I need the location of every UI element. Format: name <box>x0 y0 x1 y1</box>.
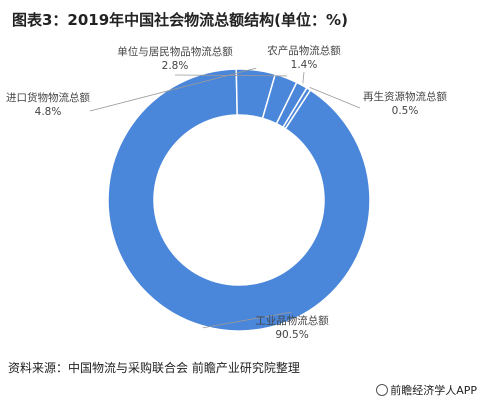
slice-recycled <box>282 86 312 130</box>
leader-line <box>202 311 293 329</box>
slice-name-label: 进口货物物流总额 <box>6 91 90 104</box>
brand-mark: 前瞻经济学人APP <box>376 382 477 398</box>
slices-group <box>107 68 371 332</box>
slice-value-label: 4.8% <box>35 106 62 118</box>
leader-line <box>309 86 361 109</box>
slice-name-label: 工业品物流总额 <box>255 314 329 327</box>
slice-industrial <box>107 68 371 332</box>
slice-value-label: 90.5% <box>275 329 308 341</box>
slice-value-label: 1.4% <box>291 59 318 71</box>
labels-group: 工业品物流总额 90.5% 进口货物物流总额 4.8% 单位与居民物品物流总额 2.8% 农… <box>6 44 447 341</box>
slice-name-label: 再生资源物流总额 <box>363 90 447 103</box>
chart-title: 图表3：2019年中国社会物流总额结构(单位：%) <box>12 11 348 29</box>
slice-value-label: 2.8% <box>162 60 189 72</box>
source-note: 资料来源：中国物流与采购联合会 前瞻产业研究院整理 <box>8 361 300 375</box>
slice-name-label: 单位与居民物品物流总额 <box>117 45 233 58</box>
slice-name-label: 农产品物流总额 <box>267 44 341 57</box>
leader-lines-group <box>89 67 361 329</box>
brand-logo-icon <box>376 384 389 396</box>
slice-value-label: 0.5% <box>392 105 419 117</box>
leader-line <box>174 74 287 77</box>
leader-line <box>302 71 305 84</box>
brand-name: 前瞻经济学人APP <box>390 384 477 397</box>
